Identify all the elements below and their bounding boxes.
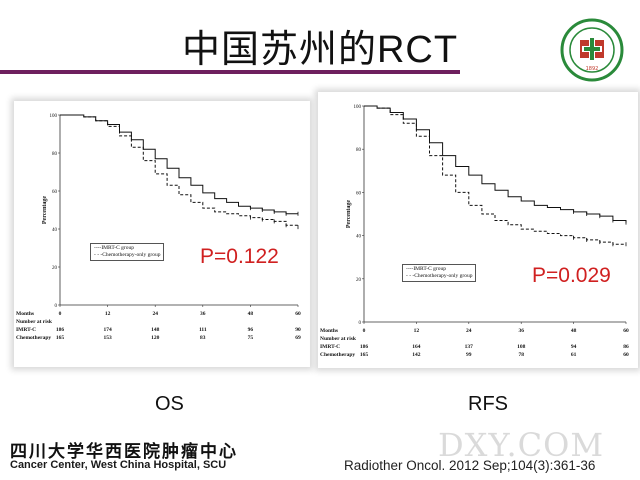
y-axis-label: Percentage bbox=[346, 200, 352, 229]
x-tick-label: 60 bbox=[295, 311, 301, 317]
rfs-caption: RFS bbox=[468, 393, 508, 415]
os-legend-entry: - - -Chemotherapy-only group bbox=[94, 252, 161, 258]
x-tick-label: 0 bbox=[59, 311, 62, 317]
os-legend-entry: ----IMRT-C group bbox=[94, 245, 134, 251]
rfs-legend-entry: - - -Chemotherapy-only group bbox=[406, 273, 473, 279]
x-tick-label: 36 bbox=[200, 311, 206, 317]
risk-count: 108 bbox=[517, 344, 526, 350]
x-tick-label: 0 bbox=[363, 328, 366, 334]
y-tick-label: 100 bbox=[354, 105, 362, 110]
risk-count: 142 bbox=[412, 352, 421, 358]
rfs-chart: 0 20 40 60 80 100 Percentage Months 0 12 24 36 48 60 N… bbox=[320, 105, 629, 358]
risk-row-label: IMRT-C bbox=[320, 344, 340, 350]
y-tick-label: 40 bbox=[52, 228, 58, 233]
y-tick-label: 0 bbox=[55, 304, 58, 309]
risk-count: 165 bbox=[360, 352, 369, 358]
os-chart-panel: 0 20 40 60 80 100 Percentage Months 0 12 24 36 48 60 N… bbox=[14, 101, 310, 367]
rfs-chart-panel: 0 20 40 60 80 100 Percentage Months 0 12 24 36 48 60 N… bbox=[318, 92, 638, 368]
os-legend: ----IMRT-C group - - -Chemotherapy-only … bbox=[90, 243, 165, 261]
risk-count: 78 bbox=[518, 352, 524, 358]
svg-text:1892: 1892 bbox=[586, 66, 599, 72]
slide-title: 中国苏州的RCT bbox=[181, 29, 459, 71]
hospital-logo: 1892 bbox=[560, 18, 624, 82]
risk-row-label: Chemotherapy bbox=[320, 352, 355, 358]
risk-table-subheader: Number at risk bbox=[320, 336, 357, 342]
y-tick-label: 60 bbox=[52, 190, 58, 195]
y-tick-label: 40 bbox=[356, 235, 362, 240]
risk-count: 153 bbox=[103, 335, 112, 341]
x-tick-label: 12 bbox=[105, 311, 111, 317]
title-divider bbox=[0, 70, 460, 74]
y-tick-label: 60 bbox=[356, 191, 362, 196]
footer-institution-en: Cancer Center, West China Hospital, SCU bbox=[10, 459, 227, 471]
os-caption: OS bbox=[155, 393, 184, 415]
rfs-pvalue: P=0.029 bbox=[532, 264, 611, 287]
risk-row-label: Chemotherapy bbox=[16, 335, 51, 341]
risk-count: 83 bbox=[200, 335, 206, 341]
y-tick-label: 20 bbox=[52, 266, 58, 271]
risk-count: 96 bbox=[248, 327, 254, 333]
risk-count: 61 bbox=[571, 352, 577, 358]
risk-count: 111 bbox=[199, 327, 207, 333]
x-tick-label: 60 bbox=[623, 328, 629, 334]
risk-table-header: Months bbox=[16, 311, 34, 317]
x-tick-label: 12 bbox=[414, 328, 420, 334]
y-axis-label: Percentage bbox=[42, 196, 48, 225]
risk-count: 137 bbox=[465, 344, 474, 350]
rfs-legend-entry: ----IMRT-C group bbox=[406, 266, 446, 272]
os-pvalue: P=0.122 bbox=[200, 245, 279, 268]
x-tick-label: 36 bbox=[518, 328, 524, 334]
risk-count: 165 bbox=[56, 335, 65, 341]
imrt-c-curve bbox=[60, 114, 298, 215]
footer-institution-cn: 四川大学华西医院肿瘤中心 bbox=[10, 442, 238, 461]
risk-count: 148 bbox=[151, 327, 160, 333]
os-chart: 0 20 40 60 80 100 Percentage Months 0 12 24 36 48 60 N… bbox=[16, 114, 301, 341]
risk-count: 164 bbox=[412, 344, 421, 350]
x-tick-label: 24 bbox=[466, 328, 472, 334]
watermark-logo: DXY.COM bbox=[438, 426, 605, 464]
risk-count: 186 bbox=[360, 344, 369, 350]
risk-table-header: Months bbox=[320, 328, 338, 334]
risk-row-label: IMRT-C bbox=[16, 327, 36, 333]
risk-count: 86 bbox=[623, 344, 629, 350]
citation: Radiother Oncol. 2012 Sep;104(3):361-36 bbox=[344, 458, 596, 473]
chemotherapy-curve bbox=[364, 105, 626, 245]
risk-count: 69 bbox=[295, 335, 301, 341]
y-tick-label: 100 bbox=[50, 114, 58, 119]
x-tick-label: 24 bbox=[152, 311, 158, 317]
rfs-legend: ----IMRT-C group - - -Chemotherapy-only … bbox=[402, 264, 477, 282]
x-tick-label: 48 bbox=[248, 311, 254, 317]
risk-count: 75 bbox=[248, 335, 254, 341]
risk-count: 120 bbox=[151, 335, 160, 341]
y-tick-label: 0 bbox=[359, 321, 362, 326]
risk-table-subheader: Number at risk bbox=[16, 319, 53, 325]
risk-count: 94 bbox=[571, 344, 577, 350]
risk-count: 60 bbox=[623, 352, 629, 358]
y-tick-label: 80 bbox=[356, 148, 362, 153]
y-tick-label: 80 bbox=[52, 152, 58, 157]
risk-count: 186 bbox=[56, 327, 65, 333]
risk-count: 174 bbox=[103, 327, 112, 333]
y-tick-label: 20 bbox=[356, 278, 362, 283]
x-tick-label: 48 bbox=[571, 328, 577, 334]
risk-count: 99 bbox=[466, 352, 472, 358]
risk-count: 90 bbox=[295, 327, 301, 333]
